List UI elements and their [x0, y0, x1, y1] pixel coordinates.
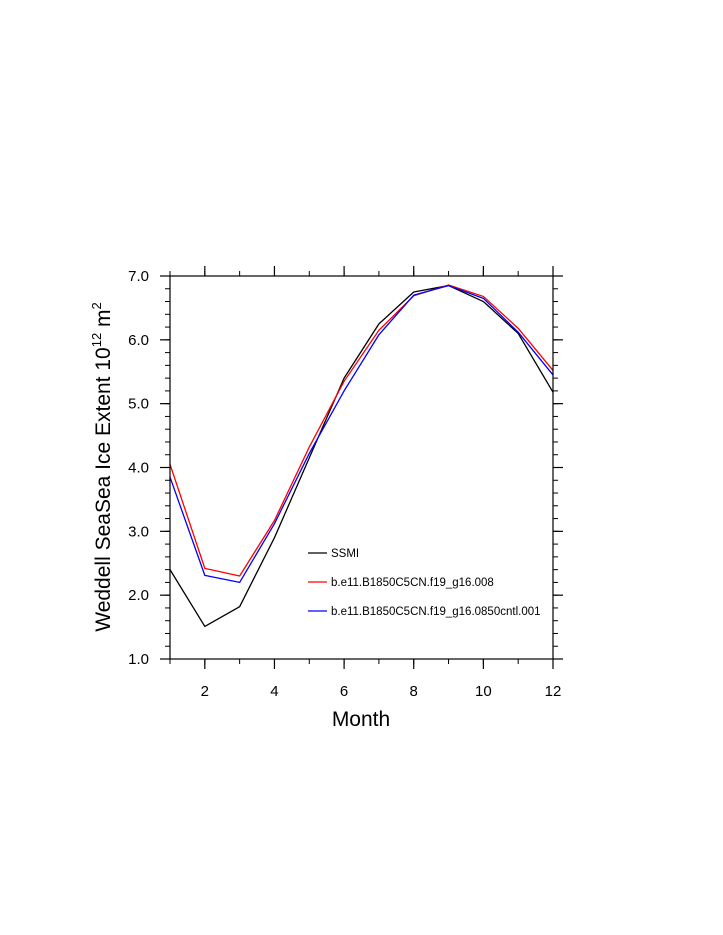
x-tick-label: 6 — [340, 683, 348, 700]
y-tick-label: 6.0 — [128, 332, 149, 349]
y-tick-label: 5.0 — [128, 396, 149, 413]
x-axis-label: Month — [332, 708, 390, 731]
y-axis-label-unit-exponent: 2 — [89, 302, 104, 309]
x-tick-label: 8 — [410, 683, 418, 700]
legend-label-2: b.e11.B1850C5CN.f19_g16.008 — [331, 577, 494, 589]
series-layer — [169, 284, 554, 628]
y-tick-label: 1.0 — [128, 651, 149, 668]
ticks-layer — [160, 266, 563, 669]
y-axis-label-exponent: 12 — [89, 333, 104, 347]
legend: SSMI b.e11.B1850C5CN.f19_g16.008 b.e11.B18… — [308, 548, 541, 618]
x-tick-label: 2 — [201, 683, 209, 700]
legend-label-1: SSMI — [331, 548, 359, 560]
y-axis-label-main: Weddell SeaSea Ice Extent 10 — [92, 347, 115, 631]
legend-label-3: b.e11.B1850C5CN.f19_g16.0850cntl.001 — [331, 606, 541, 618]
y-tick-label: 7.0 — [128, 268, 149, 285]
ticklabel-layer: 2 4 6 8 10 12 1.0 2.0 3.0 4.0 5.0 6.0 7.0 — [128, 268, 561, 700]
series-line-3 — [169, 284, 554, 584]
series-line-1 — [169, 284, 554, 628]
x-tick-label: 10 — [475, 683, 492, 700]
series-line-2 — [169, 284, 554, 577]
y-tick-label: 4.0 — [128, 460, 149, 477]
x-tick-label: 4 — [270, 683, 278, 700]
y-axis-label: Weddell SeaSea Ice Extent 1012 m2 — [89, 302, 115, 632]
y-tick-label: 2.0 — [128, 587, 149, 604]
y-tick-label: 3.0 — [128, 523, 149, 540]
x-tick-label: 12 — [545, 683, 562, 700]
y-axis-label-unit: m — [92, 309, 115, 332]
plot-frame — [169, 275, 554, 660]
